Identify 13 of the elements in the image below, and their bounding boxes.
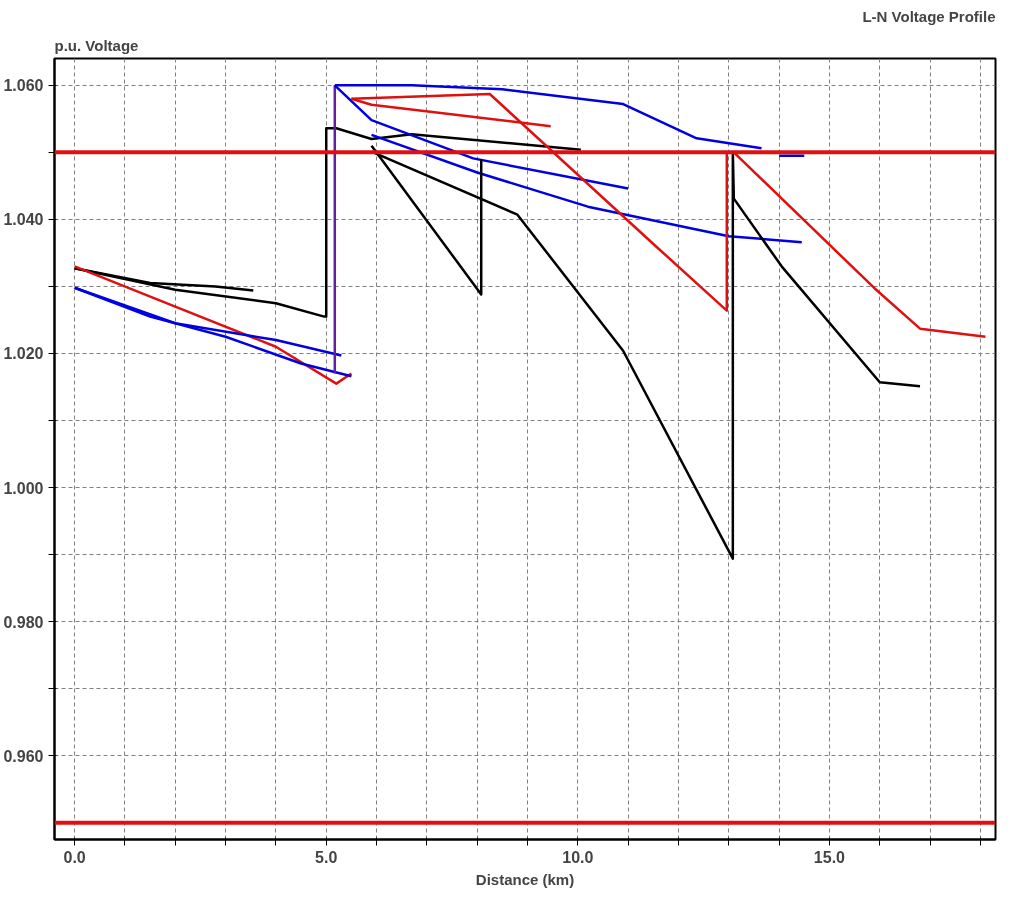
x-tick-label: 0.0 xyxy=(63,848,86,866)
chart-title: L-N Voltage Profile xyxy=(862,7,996,25)
x-tick-label: 5.0 xyxy=(315,848,338,866)
y-axis-title: p.u. Voltage xyxy=(54,36,139,54)
y-tick-label: 1.040 xyxy=(3,211,44,229)
x-tick-label: 15.0 xyxy=(813,848,846,866)
y-tick-label: 1.020 xyxy=(3,345,44,363)
x-axis-title: Distance (km) xyxy=(475,870,575,888)
y-tick-label: 0.960 xyxy=(3,747,44,765)
y-tick-label: 1.060 xyxy=(3,77,44,95)
y-tick-label: 0.980 xyxy=(3,613,44,631)
x-tick-label: 10.0 xyxy=(562,848,594,866)
y-tick-label: 1.000 xyxy=(3,479,44,497)
